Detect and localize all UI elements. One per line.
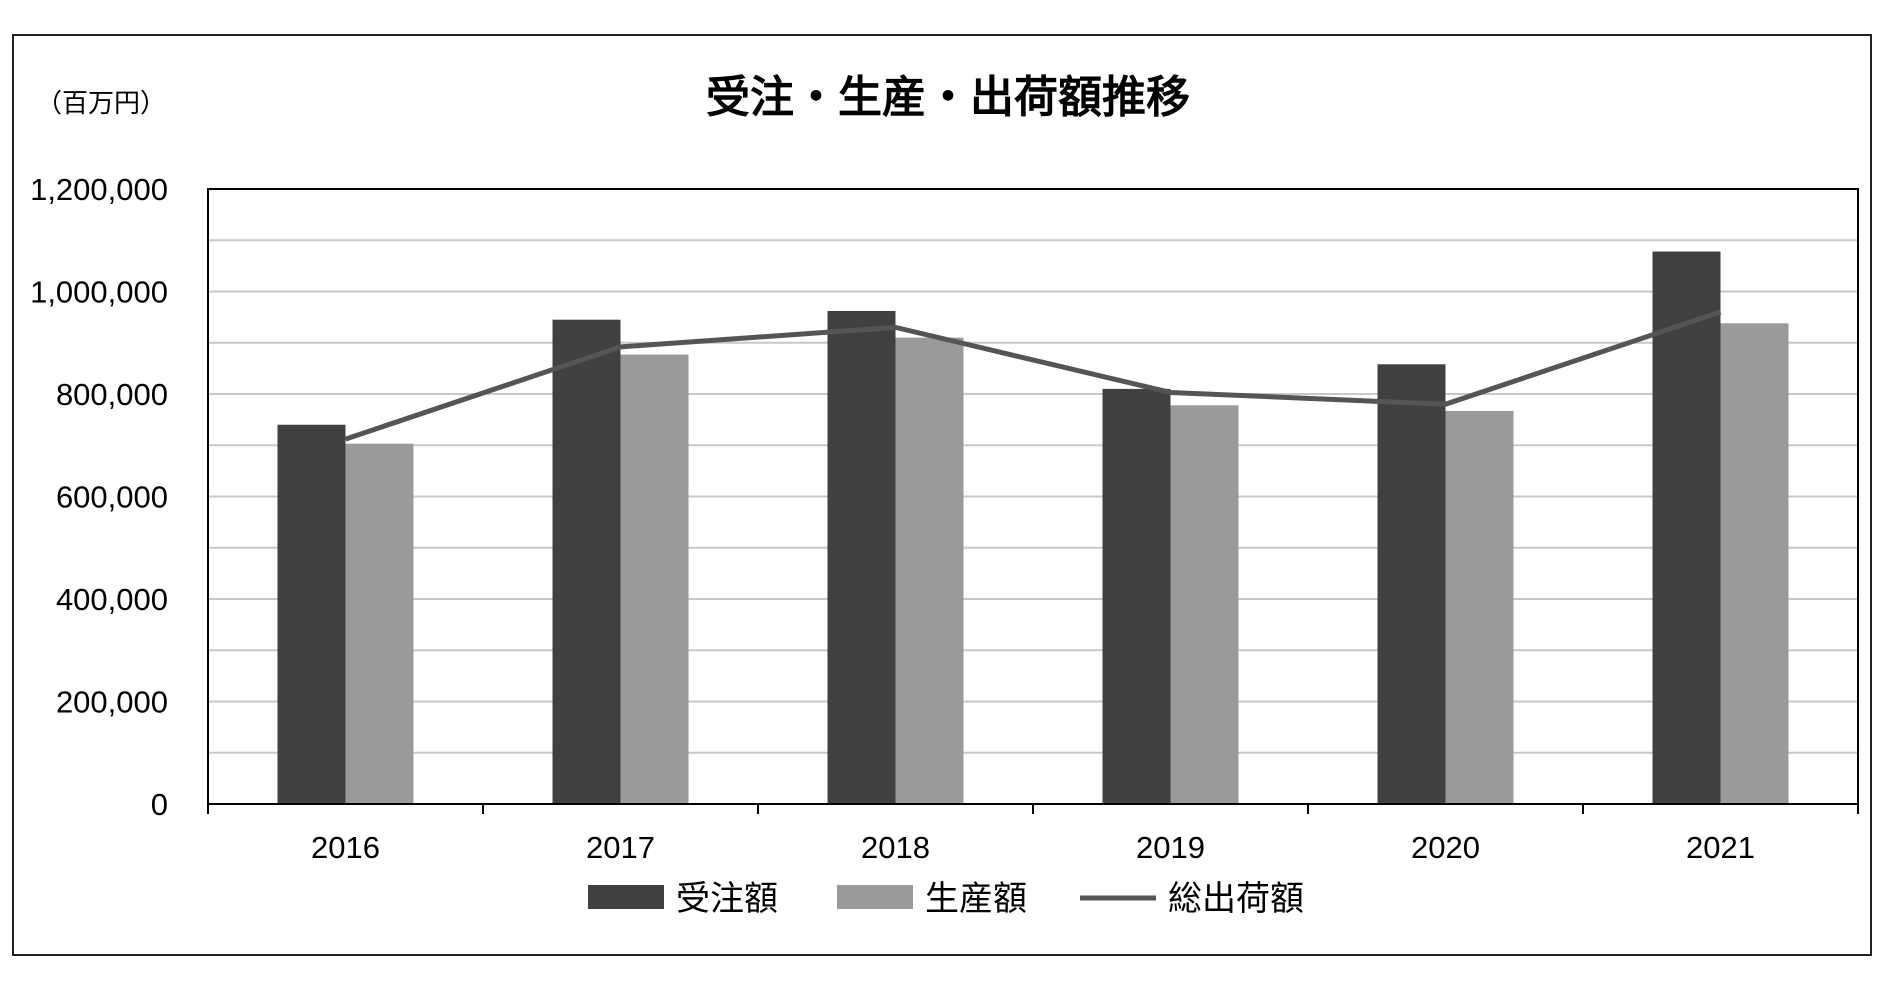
bar-2019-1 [1170, 405, 1239, 804]
y-tick-label: 1,000,000 [30, 275, 168, 310]
legend-swatch [837, 885, 913, 909]
legend-swatch [588, 885, 664, 909]
gridlines [208, 239, 1858, 754]
x-tick-label: 2016 [311, 830, 380, 865]
bar-2016-1 [345, 443, 414, 804]
chart-title: 受注・生産・出荷額推移 [706, 72, 1190, 123]
y-tick-label: 600,000 [56, 480, 168, 515]
bar-2018-1 [895, 337, 964, 804]
x-tick-label: 2019 [1136, 830, 1205, 865]
unit-label: （百万円） [36, 89, 166, 119]
bar-2019-0 [1102, 388, 1171, 804]
legend-label: 受注額 [676, 879, 778, 919]
y-tick-label: 200,000 [56, 685, 168, 720]
axes [207, 188, 1859, 814]
x-tick-label: 2018 [861, 830, 930, 865]
x-tick-labels: 2016 2017 2018 2019 2020 2021 [311, 830, 1755, 865]
x-tick-label: 2020 [1411, 830, 1480, 865]
bar-2021-1 [1720, 323, 1789, 804]
bar-2018-0 [827, 310, 896, 804]
bar-2017-1 [620, 354, 689, 804]
x-tick-label: 2017 [586, 830, 655, 865]
line-0 [344, 309, 1722, 442]
bar-2020-0 [1377, 364, 1446, 804]
legend-label: 生産額 [925, 879, 1027, 919]
y-tick-label: 0 [151, 787, 168, 822]
legend-label: 総出荷額 [1168, 879, 1304, 919]
chart-frame [12, 34, 1872, 956]
y-tick-label: 400,000 [56, 582, 168, 617]
bar-2020-1 [1445, 410, 1514, 804]
bar-2017-0 [552, 319, 621, 804]
line-series [344, 309, 1722, 442]
bars [277, 251, 1789, 804]
y-tick-labels: 0 200,000 400,000 600,000 800,000 1,000,000 1,… [30, 172, 168, 822]
legend: 受注額 生産額 総出荷額 [588, 879, 1304, 919]
y-tick-label: 1,200,000 [30, 172, 168, 207]
x-tick-label: 2021 [1686, 830, 1755, 865]
bar-2016-0 [277, 424, 346, 804]
bar-2021-0 [1652, 251, 1721, 804]
y-tick-label: 800,000 [56, 377, 168, 412]
